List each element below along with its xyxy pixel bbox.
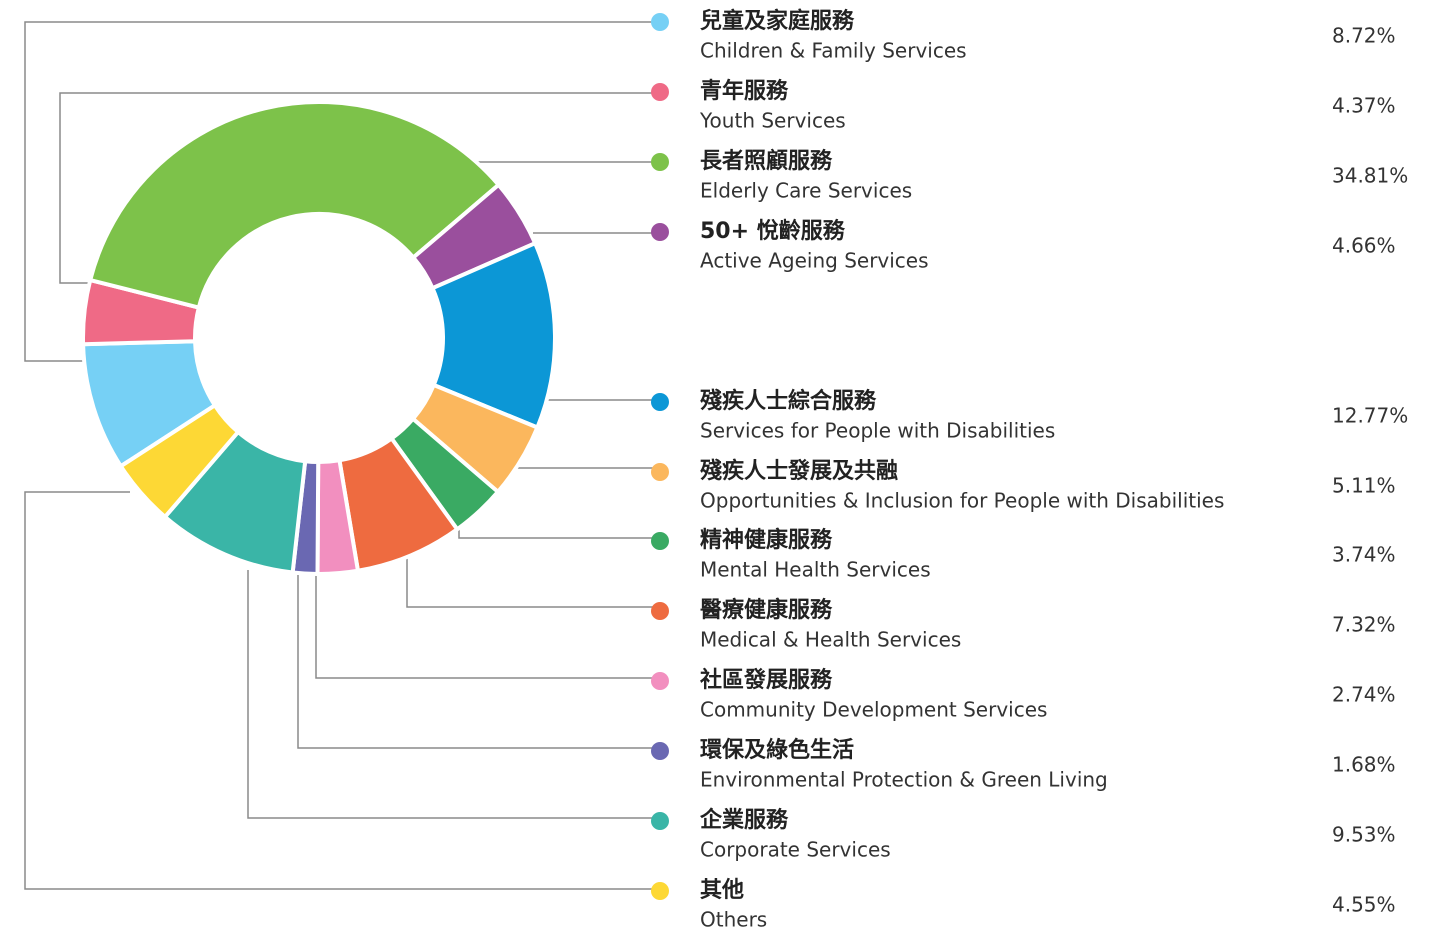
donut-segment xyxy=(118,402,241,520)
legend-dot xyxy=(651,463,669,481)
leader-line xyxy=(458,505,660,539)
legend-label-zh: 社區發展服務 xyxy=(700,667,833,693)
leader-line xyxy=(297,575,660,749)
value-label: 9.53% xyxy=(1332,823,1396,847)
legend-label-zh: 企業服務 xyxy=(699,807,789,833)
legend-dot xyxy=(651,13,669,31)
legend-label: Children & Family Services xyxy=(700,39,967,63)
legend-label: Community Development Services xyxy=(700,698,1047,722)
legend-dot xyxy=(651,812,669,830)
legend-label-zh: 50+ 悅齡服務 xyxy=(700,218,846,244)
legend-label-zh: 精神健康服務 xyxy=(700,527,833,553)
legend-label-zh: 兒童及家庭服務 xyxy=(700,8,855,34)
value-label: 3.74% xyxy=(1332,543,1396,567)
legend-dot xyxy=(651,602,669,620)
legend-dot xyxy=(651,83,669,101)
leader-line xyxy=(24,491,660,890)
legend-label: Environmental Protection & Green Living xyxy=(700,768,1108,792)
leader-line xyxy=(406,555,660,608)
legend-label: Others xyxy=(700,908,767,929)
legend-label-zh: 醫療健康服務 xyxy=(700,597,833,623)
value-label: 2.74% xyxy=(1332,683,1396,707)
legend-label: Youth Services xyxy=(699,109,846,133)
donut-segment xyxy=(87,100,502,310)
legend-dot xyxy=(651,393,669,411)
value-label: 4.66% xyxy=(1332,234,1396,258)
legend-label: Services for People with Disabilities xyxy=(700,419,1055,443)
leader-line xyxy=(315,575,660,679)
legend-label-zh: 其他 xyxy=(700,878,744,903)
value-label: 8.72% xyxy=(1332,24,1396,48)
leader-line xyxy=(24,21,660,362)
legend-dot xyxy=(651,153,669,171)
legend-label-zh: 長者照顧服務 xyxy=(700,148,833,174)
leader-line xyxy=(59,92,660,284)
legend-label: Opportunities & Inclusion for People wit… xyxy=(700,489,1224,513)
legend-dot xyxy=(651,742,669,760)
legend-label: Medical & Health Services xyxy=(700,628,961,652)
legend-label-zh: 殘疾人士發展及共融 xyxy=(700,458,898,484)
legend-label-zh: 殘疾人士綜合服務 xyxy=(700,388,877,414)
value-label: 12.77% xyxy=(1332,404,1408,428)
legend-dot xyxy=(651,882,669,900)
legend-label: Elderly Care Services xyxy=(700,179,912,203)
legend-dot xyxy=(651,223,669,241)
value-label: 34.81% xyxy=(1332,164,1408,188)
value-label: 5.11% xyxy=(1332,474,1396,498)
value-label: 4.37% xyxy=(1332,94,1396,118)
legend-label: Corporate Services xyxy=(700,838,891,862)
leader-line xyxy=(247,570,660,819)
legend-dot xyxy=(651,532,669,550)
legend-label-zh: 環保及綠色生活 xyxy=(700,737,854,763)
legend-label-zh: 青年服務 xyxy=(700,78,789,104)
value-label: 4.55% xyxy=(1332,893,1396,917)
value-label: 7.32% xyxy=(1332,613,1396,637)
value-label: 1.68% xyxy=(1332,753,1396,777)
legend-label: Active Ageing Services xyxy=(700,249,929,273)
leader-lines xyxy=(24,21,660,890)
legend-dot xyxy=(651,672,669,690)
legend-label: Mental Health Services xyxy=(700,558,931,582)
